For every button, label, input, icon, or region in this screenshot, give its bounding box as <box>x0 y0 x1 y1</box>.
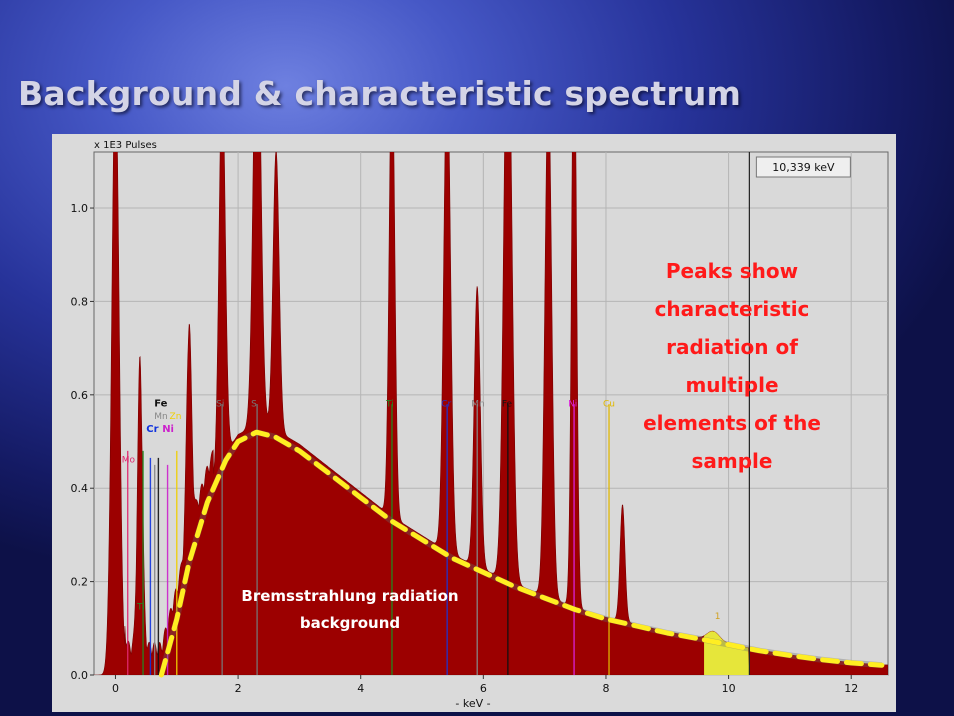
y-tick-label: 0.2 <box>71 576 89 589</box>
axes: 10,339 keV 0.0 0.2 0.4 0.6 0.8 1.0 0 2 4 6 8 10 12 x 1… <box>71 140 859 710</box>
highlight-label: 1 <box>715 612 721 622</box>
peaks-annotation-line: elements of the <box>643 411 821 435</box>
x-tick-label: 8 <box>602 682 609 695</box>
element-label: Mn <box>471 399 484 409</box>
peaks-annotation-line: radiation of <box>666 335 798 359</box>
peaks-annotation-line: multiple <box>685 373 778 397</box>
background-curve <box>158 429 885 678</box>
y-tick-label: 0.0 <box>71 669 89 682</box>
y-axis-label: x 1E3 Pulses <box>94 140 157 151</box>
peaks-annotation-line: sample <box>692 449 773 473</box>
slide-title: Background & characteristic spectrum <box>18 74 742 113</box>
cursor-label-box <box>755 156 851 178</box>
cursor-label: 10,339 keV <box>772 161 835 174</box>
peaks-annotation-line: characteristic <box>655 297 810 321</box>
element-label: Si <box>216 399 224 409</box>
x-axis-label: - keV - <box>455 697 490 710</box>
x-tick-label: 10 <box>722 682 736 695</box>
element-label: Ni <box>568 399 577 409</box>
element-label: Fe <box>154 398 167 409</box>
element-label: Fe <box>502 399 513 409</box>
x-tick-label: 6 <box>480 682 487 695</box>
x-tick-label: 0 <box>112 682 119 695</box>
background-annotation-line: background <box>300 614 400 632</box>
background-curve-layer <box>158 429 885 678</box>
x-tick-label: 4 <box>357 682 364 695</box>
x-tick-label: 12 <box>844 682 858 695</box>
annotations: Peaks show characteristic radiation of mult… <box>241 259 820 632</box>
y-tick-label: 1.0 <box>71 202 89 215</box>
spectrum-chart: 1 Mo Fe Mn Zn Cr Ni Ti Si S Ti Cr Mn Fe Ni Cu 10,339 k… <box>52 134 896 712</box>
y-tick-label: 0.6 <box>71 389 89 402</box>
element-label: Ni <box>162 424 174 435</box>
element-label: Ti <box>136 603 145 613</box>
element-label: Zn <box>170 412 182 422</box>
peaks-annotation-line: Peaks show <box>666 259 798 283</box>
x-tick-label: 2 <box>235 682 242 695</box>
element-label: Mn <box>154 412 167 422</box>
element-label: Mo <box>122 456 136 466</box>
y-tick-label: 0.8 <box>71 295 89 308</box>
element-label: Cr <box>441 399 451 409</box>
y-tick-label: 0.4 <box>71 482 89 495</box>
element-label: Ti <box>385 399 394 409</box>
background-annotation-line: Bremsstrahlung radiation <box>241 587 458 605</box>
element-label: Cu <box>603 399 615 409</box>
element-label: S <box>251 399 257 409</box>
element-label: Cr <box>146 424 158 435</box>
